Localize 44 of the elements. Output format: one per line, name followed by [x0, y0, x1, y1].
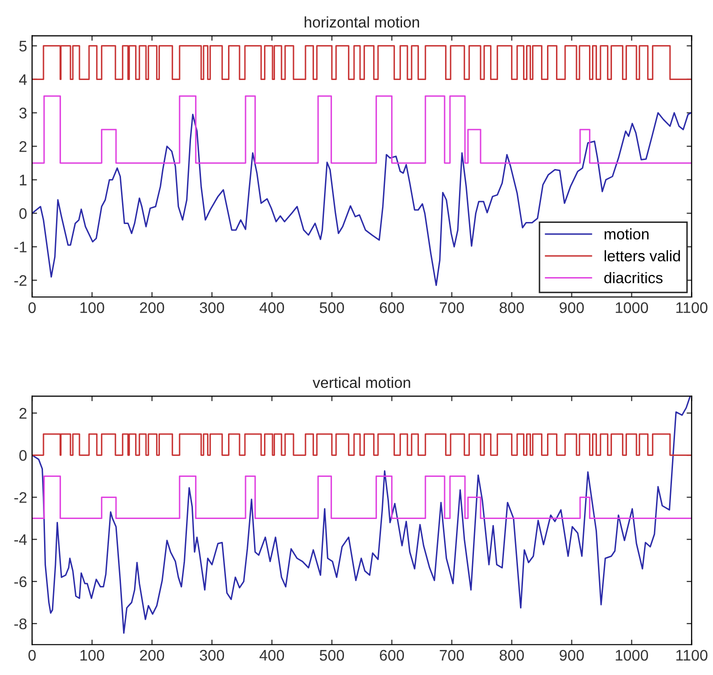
legend-label: diacritics: [604, 272, 663, 284]
x-tick-label: 200: [140, 650, 164, 661]
x-tick-label: 300: [200, 650, 224, 661]
x-tick-label: 900: [560, 302, 584, 314]
x-tick-label: 400: [260, 302, 284, 314]
x-tick-label: 800: [500, 650, 524, 661]
x-tick-label: 500: [320, 650, 344, 661]
x-tick-label: 100: [80, 650, 104, 661]
line-series: [32, 112, 692, 286]
x-tick-label: 1100: [676, 650, 708, 661]
y-tick-label: 0: [19, 208, 27, 219]
y-tick-label: 0: [19, 450, 27, 461]
x-tick-label: 700: [440, 302, 464, 314]
x-tick-label: 300: [200, 302, 224, 314]
x-tick-label: 0: [28, 650, 36, 661]
y-tick-label: 2: [19, 141, 26, 152]
x-tick-label: 0: [28, 302, 36, 314]
x-tick-label: 600: [380, 650, 404, 661]
y-tick-label: -8: [14, 618, 27, 630]
y-tick-label: -1: [14, 242, 26, 252]
x-tick-label: 1000: [616, 302, 648, 314]
y-tick-label: 4: [19, 74, 27, 85]
chart-title: horizontal motion: [304, 16, 420, 28]
x-tick-label: 900: [560, 650, 584, 661]
chart-title: vertical motion: [312, 376, 410, 388]
y-tick-label: 1: [20, 174, 26, 186]
x-tick-label: 800: [500, 302, 524, 314]
x-tick-label: 200: [140, 302, 164, 314]
y-tick-label: -2: [14, 492, 26, 503]
y-tick-label: 5: [19, 40, 27, 52]
x-tick-label: 600: [380, 302, 404, 314]
y-tick-label: -2: [14, 275, 26, 286]
y-tick-label: -4: [14, 534, 27, 545]
x-tick-label: 500: [320, 302, 344, 314]
x-tick-label: 400: [260, 650, 284, 661]
y-tick-label: 3: [19, 108, 27, 118]
x-tick-label: 100: [80, 302, 104, 314]
y-tick-label: 2: [19, 408, 26, 419]
x-tick-label: 1000: [616, 650, 648, 661]
x-tick-label: 700: [440, 650, 464, 661]
legend-label: motion: [604, 228, 649, 240]
x-tick-label: 1100: [676, 302, 708, 314]
y-tick-label: -6: [14, 576, 27, 588]
legend-label: letters valid: [604, 250, 680, 262]
